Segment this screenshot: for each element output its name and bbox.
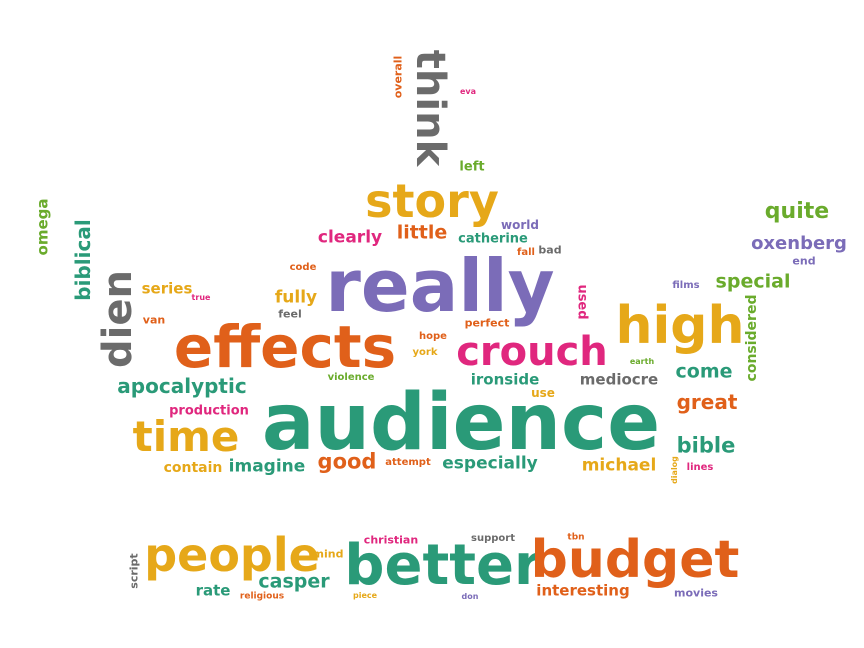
word-little: little [396, 221, 448, 244]
word-true: true [191, 293, 211, 302]
word-contain: contain [163, 460, 223, 476]
word-story: story [365, 174, 499, 228]
word-time: time [132, 412, 240, 461]
word-special: special [715, 270, 791, 293]
word-crouch: crouch [456, 329, 608, 375]
word-van: van [142, 313, 166, 327]
word-use: use [531, 386, 555, 400]
word-dien: dien [95, 270, 141, 368]
word-hope: hope [419, 331, 447, 342]
word-tbn: tbn [567, 532, 585, 543]
word-films: films [672, 280, 700, 291]
word-ironside: ironside [470, 370, 540, 389]
word-lines: lines [686, 462, 714, 473]
word-better: better [344, 533, 542, 598]
word-overall: overall [391, 55, 405, 99]
word-dialog: dialog [670, 456, 679, 484]
word-york: york [412, 347, 438, 358]
word-high: high [615, 296, 745, 356]
word-don: don [461, 592, 479, 601]
word-quite: quite [764, 199, 830, 224]
word-attempt: attempt [385, 457, 431, 468]
word-omega: omega [33, 198, 52, 256]
word-really: really [325, 244, 555, 328]
word-support: support [471, 533, 515, 544]
word-especially: especially [442, 453, 538, 474]
word-feel: feel [278, 307, 302, 321]
word-rate: rate [195, 581, 231, 600]
word-come: come [675, 360, 733, 383]
word-catherine: catherine [458, 231, 528, 247]
word-interesting: interesting [536, 581, 630, 600]
word-religious: religious [239, 591, 285, 602]
word-fully: fully [274, 287, 318, 308]
word-bad: bad [538, 243, 562, 257]
word-earth: earth [629, 357, 655, 366]
word-script: script [127, 553, 141, 589]
word-apocalyptic: apocalyptic [117, 374, 247, 398]
word-production: production [169, 403, 249, 419]
word-imagine: imagine [228, 456, 306, 477]
word-perfect: perfect [464, 316, 510, 330]
word-world: world [501, 218, 539, 232]
word-people: people [144, 528, 320, 582]
word-violence: violence [327, 372, 375, 383]
word-mediocre: mediocre [579, 370, 659, 389]
word-think: think [407, 49, 453, 167]
word-fall: fall [517, 247, 535, 258]
word-mind: mind [312, 547, 344, 561]
word-great: great [676, 390, 738, 414]
word-michael: michael [581, 455, 657, 476]
word-used: used [574, 284, 590, 320]
word-series: series [141, 279, 193, 298]
word-christian: christian [363, 533, 419, 547]
word-audience: audience [261, 378, 661, 468]
word-eva: eva [459, 87, 477, 96]
word-bible: bible [676, 433, 736, 458]
word-clearly: clearly [317, 227, 383, 248]
word-budget: budget [530, 530, 740, 590]
word-effects: effects [173, 313, 397, 381]
word-piece: piece [352, 591, 378, 600]
word-oxenberg: oxenberg [751, 233, 847, 254]
word-end: end [792, 254, 816, 268]
word-considered: considered [744, 294, 760, 382]
word-code: code [289, 262, 317, 273]
word-movies: movies [674, 586, 718, 600]
word-casper: casper [258, 570, 330, 593]
word-biblical: biblical [71, 219, 95, 301]
word-good: good [317, 449, 377, 474]
word-left: left [459, 159, 485, 175]
